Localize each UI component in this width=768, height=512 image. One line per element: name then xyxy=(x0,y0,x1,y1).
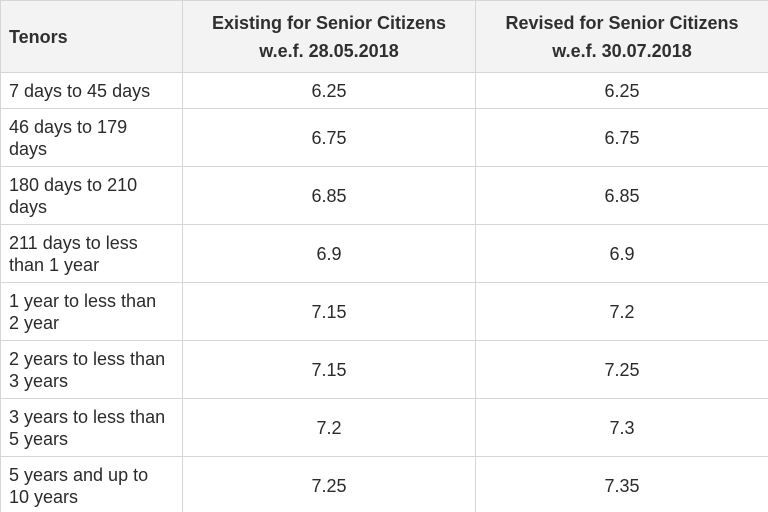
header-row: Tenors Existing for Senior Citizens w.e.… xyxy=(0,0,768,73)
tenor-cell: 5 years and up to 10 years xyxy=(0,456,183,512)
table-row: 7 days to 45 days 6.25 6.25 xyxy=(0,72,768,109)
table-row: 211 days to less than 1 year 6.9 6.9 xyxy=(0,224,768,283)
table-row: 2 years to less than 3 years 7.15 7.25 xyxy=(0,340,768,399)
header-revised-title: Revised for Senior Citizens xyxy=(505,12,739,33)
tenor-cell: 180 days to 210 days xyxy=(0,166,183,225)
table-row: 5 years and up to 10 years 7.25 7.35 xyxy=(0,456,768,512)
existing-rate-cell: 6.75 xyxy=(182,108,476,167)
existing-rate-cell: 7.2 xyxy=(182,398,476,457)
revised-rate-cell: 7.2 xyxy=(475,282,768,341)
existing-rate-cell: 7.25 xyxy=(182,456,476,512)
revised-rate-cell: 6.85 xyxy=(475,166,768,225)
existing-rate-cell: 7.15 xyxy=(182,282,476,341)
tenor-cell: 7 days to 45 days xyxy=(0,72,183,109)
tenor-cell: 2 years to less than 3 years xyxy=(0,340,183,399)
table-row: 180 days to 210 days 6.85 6.85 xyxy=(0,166,768,225)
revised-rate-cell: 7.35 xyxy=(475,456,768,512)
revised-rate-cell: 6.75 xyxy=(475,108,768,167)
table-row: 46 days to 179 days 6.75 6.75 xyxy=(0,108,768,167)
revised-rate-cell: 6.9 xyxy=(475,224,768,283)
existing-rate-cell: 6.25 xyxy=(182,72,476,109)
tenor-cell: 211 days to less than 1 year xyxy=(0,224,183,283)
header-tenors: Tenors xyxy=(0,0,183,73)
tenor-cell: 1 year to less than 2 year xyxy=(0,282,183,341)
header-existing: Existing for Senior Citizens w.e.f. 28.0… xyxy=(182,0,476,73)
header-existing-title: Existing for Senior Citizens xyxy=(211,12,447,33)
revised-rate-cell: 6.25 xyxy=(475,72,768,109)
existing-rate-cell: 6.85 xyxy=(182,166,476,225)
header-revised-date: w.e.f. 30.07.2018 xyxy=(552,40,692,61)
header-existing-date: w.e.f. 28.05.2018 xyxy=(259,40,399,61)
table-row: 3 years to less than 5 years 7.2 7.3 xyxy=(0,398,768,457)
tenor-cell: 3 years to less than 5 years xyxy=(0,398,183,457)
existing-rate-cell: 7.15 xyxy=(182,340,476,399)
existing-rate-cell: 6.9 xyxy=(182,224,476,283)
revised-rate-cell: 7.25 xyxy=(475,340,768,399)
revised-rate-cell: 7.3 xyxy=(475,398,768,457)
header-revised: Revised for Senior Citizens w.e.f. 30.07… xyxy=(475,0,768,73)
tenor-cell: 46 days to 179 days xyxy=(0,108,183,167)
table-row: 1 year to less than 2 year 7.15 7.2 xyxy=(0,282,768,341)
